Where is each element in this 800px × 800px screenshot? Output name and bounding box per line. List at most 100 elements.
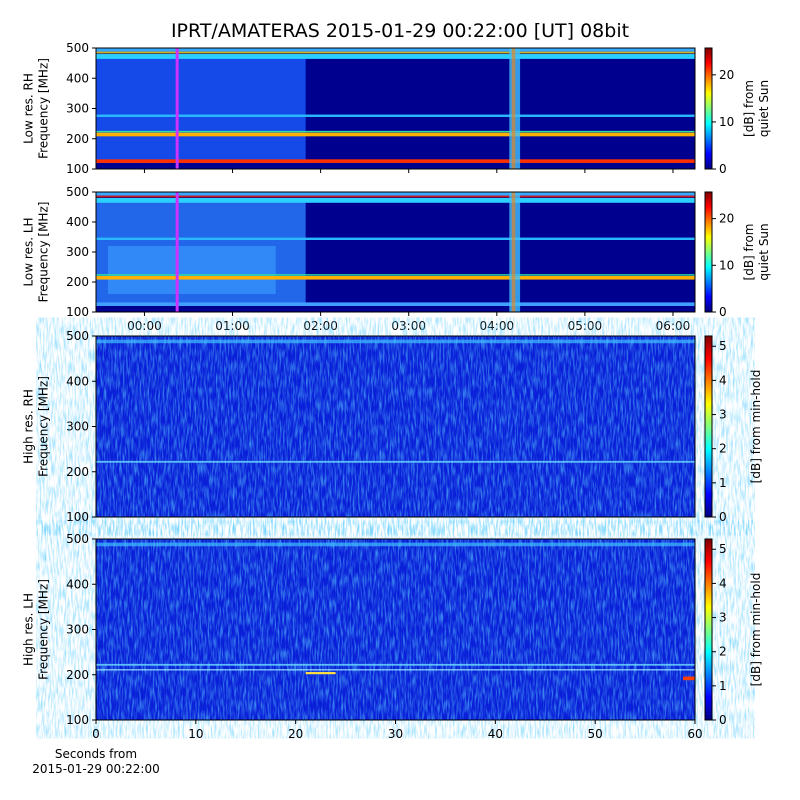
colorbar-label: [dB] from min-hold (749, 573, 763, 687)
colorbar-tick-label: 5 (719, 339, 727, 353)
colorbar-label: [dB] from min-hold (749, 370, 763, 484)
spectrum-feature (96, 54, 306, 163)
x-tick-label: 50 (588, 727, 603, 741)
colorbar-tick-label: 1 (719, 476, 727, 490)
y-tick-label: 300 (66, 623, 89, 637)
spectrum-noise (96, 336, 695, 517)
spectrum-feature (96, 542, 695, 547)
spectrum-feature (107, 246, 276, 294)
spectrum-feature (96, 51, 695, 54)
y-axis-label-line: Frequency [MHz] (37, 202, 51, 303)
spectrum-feature (305, 672, 336, 675)
colorbar-tick-label: 5 (719, 542, 727, 556)
x-tick-label: 04:00 (480, 319, 515, 333)
y-axis-label: Low res. RHFrequency [MHz] (22, 58, 51, 159)
spectrum-feature (96, 130, 695, 133)
spectrum-feature (96, 237, 695, 240)
colorbar-tick-label: 10 (719, 115, 734, 129)
spectrum-feature (96, 198, 695, 203)
spectrogram (96, 336, 695, 517)
y-axis-label-line: Frequency [MHz] (37, 579, 51, 680)
colorbar-tick-label: 0 (719, 162, 727, 176)
y-axis-label-line: Low res. RH (22, 73, 36, 144)
spectrum-feature (96, 48, 695, 52)
y-tick-label: 500 (66, 532, 89, 546)
spectrum-feature (96, 302, 695, 306)
spectrum-feature (96, 669, 695, 671)
x-axis-label-line: 2015-01-29 00:22:00 (32, 762, 159, 776)
colorbar-label-line: [dB] from (742, 224, 756, 281)
x-tick-label: 10 (188, 727, 203, 741)
y-tick-label: 400 (66, 71, 89, 85)
x-tick-label: 02:00 (303, 319, 338, 333)
x-tick-label: 05:00 (568, 319, 603, 333)
spectrogram (96, 539, 695, 720)
y-tick-label: 200 (66, 668, 89, 682)
x-tick-label: 60 (687, 727, 702, 741)
x-tick-label: 01:00 (215, 319, 250, 333)
spectrum-feature (683, 676, 695, 681)
y-tick-label: 300 (66, 245, 89, 259)
y-tick-label: 100 (66, 162, 89, 176)
colorbar (704, 538, 713, 721)
colorbar-tick-label: 10 (719, 258, 734, 272)
spectrum-feature (96, 460, 695, 463)
colorbar-label-line: [dB] from (742, 80, 756, 137)
y-tick-label: 400 (66, 374, 89, 388)
x-axis-label-line: Seconds from (55, 747, 137, 761)
colorbar-label: [dB] fromquiet Sun (742, 223, 771, 280)
x-tick-label: 40 (488, 727, 503, 741)
x-tick-label: 20 (288, 727, 303, 741)
colorbar-tick-label: 4 (719, 576, 727, 590)
x-tick-label: 03:00 (391, 319, 426, 333)
spectrogram (96, 48, 695, 169)
x-axis-label: Seconds from 2015-01-29 00:22:00 (32, 747, 159, 776)
spectrum-feature (175, 48, 179, 169)
spectrum-feature (96, 276, 695, 280)
colorbar-tick-label: 3 (719, 408, 727, 422)
spectrum-feature (96, 132, 695, 137)
spectrum-feature (96, 114, 695, 117)
spectrum-feature (175, 192, 179, 312)
spectrum-feature (96, 663, 695, 666)
y-axis-label-line: High res. RH (22, 389, 36, 464)
y-tick-label: 100 (66, 713, 89, 727)
spectrum-noise (96, 539, 695, 720)
x-tick-label: 30 (388, 727, 403, 741)
y-tick-label: 100 (66, 305, 89, 319)
colorbar-tick-label: 2 (719, 645, 727, 659)
y-axis-label: High res. LHFrequency [MHz] (22, 579, 51, 680)
spectrum-feature (96, 339, 695, 344)
y-tick-label: 300 (66, 420, 89, 434)
y-tick-label: 200 (66, 275, 89, 289)
spectrum-feature (511, 192, 516, 312)
colorbar-tick-label: 3 (719, 611, 727, 625)
colorbar-label-line: quiet Sun (757, 80, 771, 137)
x-tick-label: 06:00 (656, 319, 691, 333)
x-tick-label: 00:00 (127, 319, 162, 333)
colorbar-tick-label: 0 (719, 305, 727, 319)
colorbar-label-line: quiet Sun (757, 223, 771, 280)
colorbar-tick-label: 4 (719, 373, 727, 387)
colorbar (704, 335, 713, 518)
y-tick-label: 500 (66, 41, 89, 55)
y-tick-label: 500 (66, 329, 89, 343)
spectrum-feature (511, 48, 516, 169)
colorbar-tick-label: 2 (719, 442, 727, 456)
colorbar (704, 191, 713, 313)
spectrum-feature (96, 159, 695, 163)
colorbar-label-line: [dB] from min-hold (749, 370, 763, 484)
colorbar-tick-label: 0 (719, 510, 727, 524)
y-tick-label: 500 (66, 185, 89, 199)
spectrum-feature (96, 192, 695, 196)
y-tick-label: 300 (66, 102, 89, 116)
spectrogram (96, 192, 695, 312)
colorbar-tick-label: 1 (719, 679, 727, 693)
chart-title: IPRT/AMATERAS 2015-01-29 00:22:00 [UT] 0… (171, 20, 629, 42)
y-axis-label-line: High res. LH (22, 593, 36, 666)
y-tick-label: 200 (66, 132, 89, 146)
spectrum-feature (96, 54, 695, 59)
colorbar (704, 47, 713, 170)
y-axis-label-line: Frequency [MHz] (37, 376, 51, 477)
